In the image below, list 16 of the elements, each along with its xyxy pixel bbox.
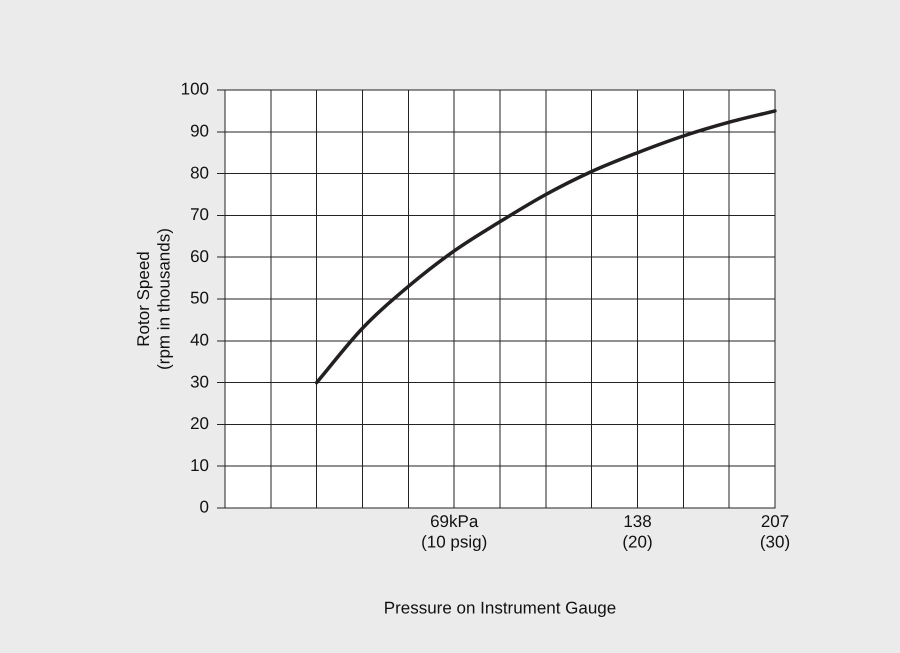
y-tick-label: 80 (190, 163, 209, 182)
y-tick-label: 0 (200, 498, 209, 517)
y-tick-label: 70 (190, 205, 209, 224)
y-tick-label: 40 (190, 330, 209, 350)
y-tick-label: 20 (190, 414, 209, 434)
x-tick-label: 138 (20) (622, 512, 653, 552)
x-tick-label: 207 (30) (760, 512, 790, 552)
y-tick-label: 50 (190, 288, 209, 308)
y-tick-label: 30 (190, 372, 209, 392)
x-axis-title: Pressure on Instrument Gauge (384, 598, 616, 618)
y-axis-title: Rotor Speed (rpm in thousands) (134, 228, 174, 370)
y-tick-label: 90 (190, 121, 209, 140)
y-tick-label: 60 (190, 246, 209, 266)
x-tick-label: 69kPa (10 psig) (421, 512, 488, 552)
y-tick-label: 10 (190, 456, 209, 475)
y-tick-label: 100 (180, 80, 209, 99)
